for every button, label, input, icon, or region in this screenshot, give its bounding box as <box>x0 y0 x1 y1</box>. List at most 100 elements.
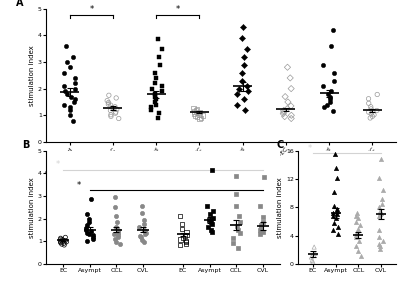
Point <box>198 116 204 120</box>
Point <box>116 116 122 121</box>
Point <box>327 97 334 102</box>
Point <box>61 70 67 75</box>
Point <box>368 106 374 111</box>
Point <box>239 36 245 40</box>
Point <box>374 92 380 97</box>
Point <box>183 240 189 245</box>
Point <box>376 242 382 247</box>
Point <box>141 218 147 222</box>
Point <box>207 212 213 216</box>
Point <box>321 105 327 110</box>
Point <box>241 62 247 67</box>
Point <box>376 205 382 210</box>
Y-axis label: stimulation index: stimulation index <box>29 177 35 238</box>
Point <box>311 253 317 258</box>
Point <box>327 94 333 99</box>
Point <box>182 234 188 239</box>
Point <box>330 228 336 232</box>
Point <box>334 208 340 213</box>
Point <box>190 106 197 110</box>
Point <box>366 110 372 114</box>
Point <box>309 258 315 262</box>
Point <box>280 110 287 114</box>
Point <box>117 242 123 247</box>
Point <box>112 240 119 244</box>
Point <box>157 62 163 67</box>
Point <box>327 100 334 104</box>
Point <box>111 232 117 236</box>
Point <box>331 70 337 75</box>
Point <box>377 244 383 249</box>
Point <box>152 76 159 80</box>
Point <box>178 227 185 231</box>
Point <box>354 211 360 215</box>
Point <box>353 233 359 237</box>
Point <box>64 92 70 96</box>
Point <box>112 111 119 115</box>
Point <box>108 114 114 119</box>
Point <box>354 230 360 234</box>
Point <box>235 227 242 232</box>
Point <box>147 105 154 110</box>
Point <box>240 25 246 30</box>
Point <box>260 175 267 179</box>
Point <box>70 54 76 59</box>
Point <box>67 108 74 112</box>
Point <box>288 86 294 91</box>
Point <box>90 235 96 240</box>
Point <box>331 221 338 225</box>
Point <box>207 220 214 224</box>
Point <box>114 235 121 240</box>
Point <box>234 92 241 96</box>
Point <box>60 102 67 107</box>
Point <box>379 201 385 206</box>
Point <box>236 231 243 236</box>
Point <box>234 224 240 228</box>
Point <box>110 106 116 110</box>
Point <box>239 70 245 75</box>
Point <box>139 211 145 215</box>
Point <box>320 84 326 88</box>
Point <box>158 89 165 93</box>
Point <box>114 107 120 112</box>
Point <box>260 229 266 234</box>
Point <box>111 205 118 210</box>
Point <box>354 226 361 231</box>
Point <box>112 110 119 114</box>
Point <box>152 102 159 107</box>
Point <box>328 89 334 93</box>
Point <box>58 237 64 241</box>
Point <box>107 108 114 113</box>
Point <box>284 65 291 70</box>
Point <box>206 218 212 222</box>
Text: A: A <box>16 0 24 8</box>
Point <box>62 44 69 48</box>
Point <box>59 237 66 242</box>
Point <box>64 60 70 64</box>
Point <box>84 231 90 235</box>
Point <box>320 62 326 67</box>
Point <box>376 214 383 218</box>
Point <box>113 214 120 219</box>
Point <box>115 233 122 238</box>
Point <box>86 220 92 224</box>
Point <box>334 175 340 180</box>
Point <box>112 237 118 241</box>
Point <box>194 107 200 112</box>
Y-axis label: stimulation index: stimulation index <box>29 45 35 106</box>
Point <box>84 239 91 244</box>
Point <box>244 84 250 88</box>
Point <box>260 220 266 224</box>
Point <box>366 101 372 106</box>
Point <box>237 220 243 224</box>
Point <box>86 216 92 221</box>
Point <box>154 37 161 41</box>
Point <box>208 168 215 172</box>
Point <box>70 118 76 123</box>
Point <box>311 245 317 249</box>
Point <box>282 114 288 119</box>
Point <box>72 81 78 85</box>
Point <box>280 111 286 116</box>
Point <box>179 222 185 227</box>
Point <box>308 255 314 259</box>
